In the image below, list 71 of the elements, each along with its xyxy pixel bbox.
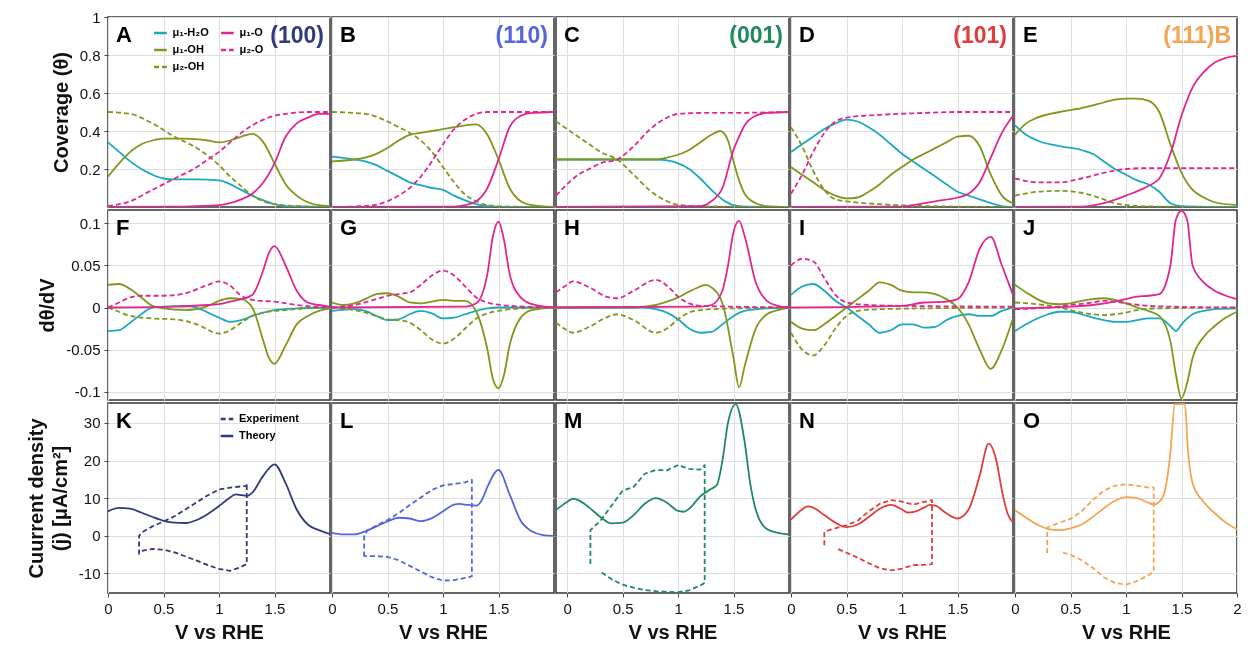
x-tick-label: 1.5	[488, 599, 510, 617]
x-tick-label: 1	[898, 599, 907, 617]
y-tick-label: 0	[92, 299, 101, 317]
x-tick-label: 1	[215, 599, 224, 617]
x-axis-title: V vs RHE	[175, 620, 264, 643]
annotation: I	[799, 215, 806, 240]
annotation: H	[564, 215, 580, 240]
x-tick-label: 0.5	[612, 599, 634, 617]
legend-label: μ₁-O	[239, 26, 264, 38]
y-tick-label: 0.6	[79, 84, 101, 102]
annotation: K	[116, 408, 132, 433]
x-tick-label: 1.5	[723, 599, 745, 617]
x-tick-label: 1.5	[1171, 599, 1193, 617]
x-tick-label: 1	[674, 599, 683, 617]
x-tick-label: 0.5	[153, 599, 175, 617]
x-tick-label: 1.5	[947, 599, 969, 617]
annotation: J	[1023, 215, 1036, 240]
chart-title: (101)	[953, 22, 1007, 48]
y-tick-label: 10	[83, 489, 101, 507]
y-axis-title: Coverage (θ)	[49, 52, 72, 173]
legend-label: μ₁-OH	[172, 43, 204, 55]
annotation: G	[340, 215, 358, 240]
x-tick-label: 1	[1122, 599, 1131, 617]
x-tick-label: 0	[1011, 599, 1020, 617]
annotation: L	[340, 408, 354, 433]
x-axis-title: V vs RHE	[399, 620, 488, 643]
chart-title: (100)	[270, 22, 324, 48]
annotation: A	[116, 22, 132, 47]
annotation: O	[1023, 408, 1041, 433]
legend-label: μ₁-H₂O	[172, 26, 210, 38]
legend-label: μ₂-O	[239, 43, 264, 55]
annotation: D	[799, 22, 815, 47]
annotation: F	[116, 215, 130, 240]
y-tick-label: 20	[83, 452, 101, 470]
annotation: M	[564, 408, 583, 433]
y-axis-title: Cuurrent density (j) [μA/cm²]	[24, 417, 71, 579]
y-tick-label: 0	[92, 527, 101, 545]
x-axis-title: V vs RHE	[628, 620, 718, 643]
annotation: B	[340, 22, 356, 47]
x-axis-title: V vs RHE	[1082, 620, 1171, 643]
y-tick-label: 0.2	[79, 160, 101, 178]
y-tick-label: -10	[78, 564, 101, 582]
x-tick-label: 2	[1233, 599, 1242, 617]
annotation: C	[564, 22, 580, 47]
x-tick-label: 0.5	[1060, 599, 1082, 617]
x-tick-label: 0	[563, 599, 572, 617]
y-tick-label: 0.05	[71, 256, 101, 274]
chart-title: (110)	[495, 22, 548, 48]
x-tick-label: 1.5	[264, 599, 286, 617]
annotation: N	[799, 408, 815, 433]
y-tick-label: 0.4	[79, 122, 101, 140]
y-tick-label: 30	[83, 414, 101, 432]
annotation: E	[1023, 22, 1038, 47]
y-tick-label: -0.1	[74, 383, 101, 401]
x-tick-label: 0	[104, 599, 113, 617]
x-tick-label: 0.5	[377, 599, 399, 617]
legend-label: Experiment	[239, 412, 300, 424]
y-tick-label: -0.05	[66, 341, 101, 359]
x-tick-label: 0	[328, 599, 337, 617]
y-tick-label: 1	[92, 8, 101, 26]
x-axis-title: V vs RHE	[858, 620, 947, 643]
chart-title: (001)	[729, 22, 783, 48]
x-tick-label: 1	[439, 599, 448, 617]
legend-label: μ₂-OH	[172, 60, 205, 72]
legend-label: Theory	[239, 429, 277, 441]
chart-title: (111)B	[1163, 22, 1231, 48]
y-axis-title: dθ/dV	[36, 277, 59, 333]
y-tick-label: 0.1	[79, 214, 101, 232]
y-tick-label: 0.8	[79, 46, 101, 64]
x-tick-label: 0.5	[836, 599, 858, 617]
x-tick-label: 0	[787, 599, 796, 617]
